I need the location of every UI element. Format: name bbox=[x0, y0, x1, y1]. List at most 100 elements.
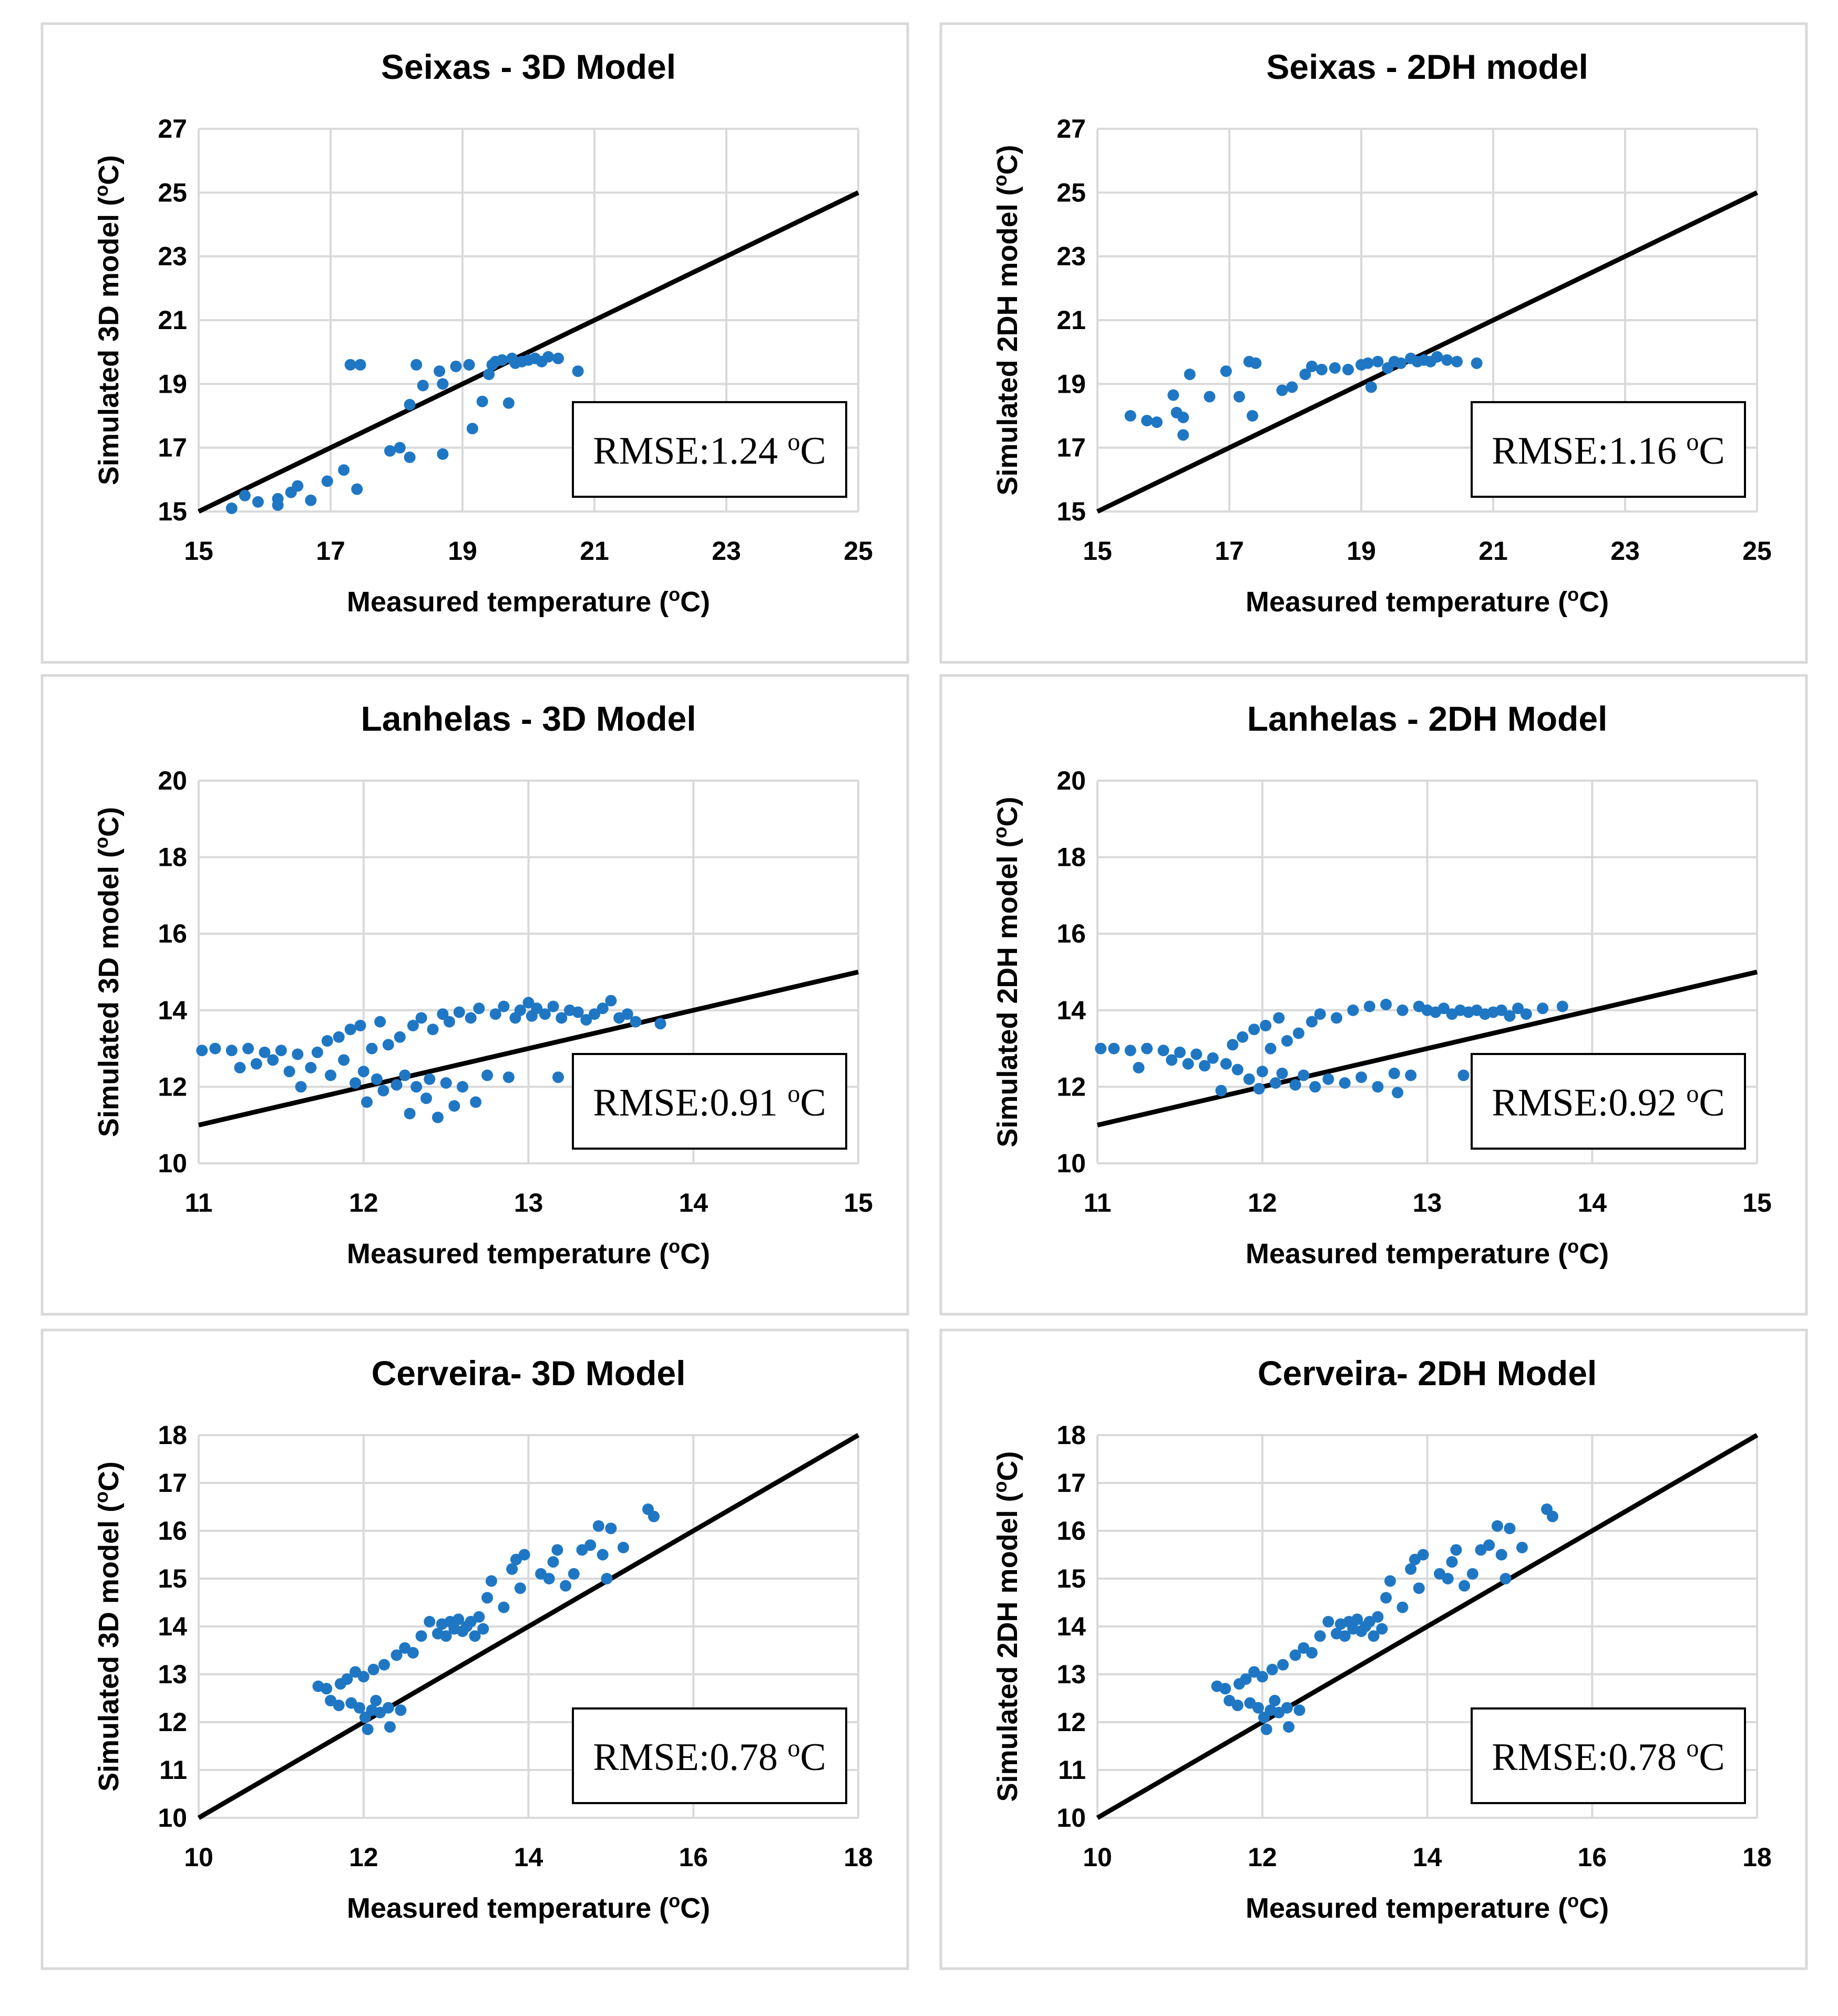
data-point bbox=[556, 1012, 568, 1024]
data-point bbox=[502, 397, 515, 409]
data-point bbox=[483, 369, 495, 381]
data-point bbox=[1306, 360, 1318, 372]
data-point bbox=[568, 1568, 580, 1580]
y-tick-label: 20 bbox=[158, 766, 187, 795]
data-point bbox=[443, 1016, 455, 1028]
data-point bbox=[1177, 412, 1189, 424]
data-point bbox=[384, 1721, 396, 1733]
data-point bbox=[601, 1573, 613, 1584]
y-tick-label: 23 bbox=[1056, 242, 1086, 271]
x-tick-label: 23 bbox=[712, 536, 741, 566]
rmse-box bbox=[1471, 1053, 1746, 1150]
data-point bbox=[234, 1062, 246, 1073]
data-point bbox=[1246, 410, 1258, 422]
data-point bbox=[1363, 1000, 1375, 1012]
data-point bbox=[1269, 1077, 1281, 1089]
data-point bbox=[420, 1092, 432, 1104]
data-point bbox=[1231, 1700, 1244, 1712]
chart-panel: Cerveira- 3D Model 10 12 14 16 18 10 11 12 13 14 15… bbox=[40, 1328, 909, 1970]
data-point bbox=[1293, 1704, 1306, 1716]
data-point bbox=[437, 448, 449, 460]
x-tick-label: 14 bbox=[679, 1188, 708, 1217]
rmse-label: RMSE:1.16 oC bbox=[1492, 428, 1724, 473]
data-point bbox=[395, 1704, 407, 1716]
data-point bbox=[552, 1071, 564, 1083]
rmse-box bbox=[1471, 1707, 1746, 1804]
y-tick-label: 27 bbox=[1056, 114, 1086, 144]
y-tick-label: 18 bbox=[158, 843, 187, 872]
data-point bbox=[1292, 1027, 1305, 1039]
data-point bbox=[1220, 1058, 1232, 1070]
data-point bbox=[1520, 1008, 1532, 1020]
data-point bbox=[481, 1592, 494, 1604]
data-point bbox=[394, 442, 406, 454]
data-point bbox=[440, 1077, 452, 1089]
data-point bbox=[1299, 369, 1311, 381]
chart-title: Lanhelas - 3D Model bbox=[361, 699, 696, 738]
rmse-label: RMSE:0.92 oC bbox=[1492, 1080, 1724, 1124]
x-tick-label: 21 bbox=[1478, 536, 1508, 566]
data-point bbox=[1397, 1601, 1409, 1613]
data-point bbox=[321, 475, 333, 487]
data-point bbox=[1289, 1649, 1301, 1661]
data-point bbox=[292, 480, 304, 492]
data-point bbox=[292, 1048, 304, 1060]
panel-frame bbox=[939, 22, 1808, 664]
data-point bbox=[407, 1019, 419, 1031]
data-point bbox=[1459, 1580, 1471, 1592]
y-axis-label: Simulated 3D model (oC) bbox=[90, 1461, 125, 1792]
one-to-one-line bbox=[1096, 969, 1758, 1128]
data-point bbox=[1442, 1573, 1454, 1584]
data-point bbox=[1495, 1549, 1507, 1561]
x-tick-label: 25 bbox=[1742, 536, 1772, 566]
data-point bbox=[547, 1556, 559, 1568]
data-point bbox=[437, 378, 449, 390]
y-tick-label: 14 bbox=[158, 996, 187, 1025]
x-tick-label: 12 bbox=[1248, 1843, 1277, 1872]
data-point bbox=[539, 1008, 551, 1020]
chart-title: Lanhelas - 2DH Model bbox=[1247, 699, 1608, 738]
data-point bbox=[466, 423, 478, 435]
x-tick-label: 12 bbox=[1248, 1188, 1277, 1217]
data-point bbox=[1219, 1683, 1231, 1695]
x-tick-label: 19 bbox=[1347, 536, 1376, 566]
data-point bbox=[225, 502, 238, 514]
data-point bbox=[597, 1549, 609, 1561]
data-point bbox=[1167, 389, 1179, 401]
data-point bbox=[1450, 1544, 1462, 1556]
y-axis-label: Simulated 2DH model (oC) bbox=[989, 796, 1023, 1147]
data-point bbox=[605, 1522, 617, 1534]
y-tick-label: 12 bbox=[158, 1072, 187, 1101]
data-point bbox=[1266, 1663, 1278, 1675]
x-tick-label: 21 bbox=[580, 536, 609, 566]
data-point bbox=[415, 1012, 427, 1024]
data-point bbox=[1133, 1062, 1145, 1073]
data-point bbox=[1466, 1568, 1478, 1580]
y-axis-label: Simulated 3D model (oC) bbox=[90, 155, 125, 485]
x-tick-label: 12 bbox=[349, 1188, 378, 1217]
y-tick-label: 16 bbox=[1056, 919, 1086, 948]
y-tick-label: 12 bbox=[1056, 1072, 1086, 1101]
chart-panel: Seixas - 3D Model 15 17 19 21 23 25 15 17 19 21 23 2… bbox=[40, 22, 909, 664]
y-tick-label: 18 bbox=[1056, 843, 1086, 872]
data-point bbox=[1306, 1016, 1318, 1028]
y-tick-label: 15 bbox=[158, 497, 187, 526]
chart-title: Seixas - 2DH model bbox=[1266, 47, 1588, 86]
data-point bbox=[417, 380, 429, 392]
data-point bbox=[1250, 357, 1262, 369]
chart-title: Cerveira- 3D Model bbox=[372, 1354, 686, 1393]
data-point bbox=[295, 1081, 307, 1093]
data-point bbox=[283, 1066, 295, 1078]
chart-panel: Lanhelas - 3D Model 11 12 13 14 15 10 12 14 16 18 2… bbox=[40, 674, 909, 1316]
y-tick-label: 14 bbox=[1056, 1612, 1086, 1641]
data-point bbox=[1207, 1052, 1219, 1064]
data-point bbox=[522, 997, 535, 1009]
x-tick-label: 10 bbox=[1083, 1843, 1112, 1872]
data-point bbox=[498, 1601, 510, 1613]
data-point bbox=[321, 1035, 333, 1047]
data-point bbox=[1365, 381, 1377, 393]
data-point bbox=[1397, 1004, 1409, 1016]
x-axis-label: Measured temperature (oC) bbox=[1246, 584, 1609, 618]
y-tick-label: 16 bbox=[158, 1516, 187, 1546]
data-point bbox=[354, 359, 366, 371]
